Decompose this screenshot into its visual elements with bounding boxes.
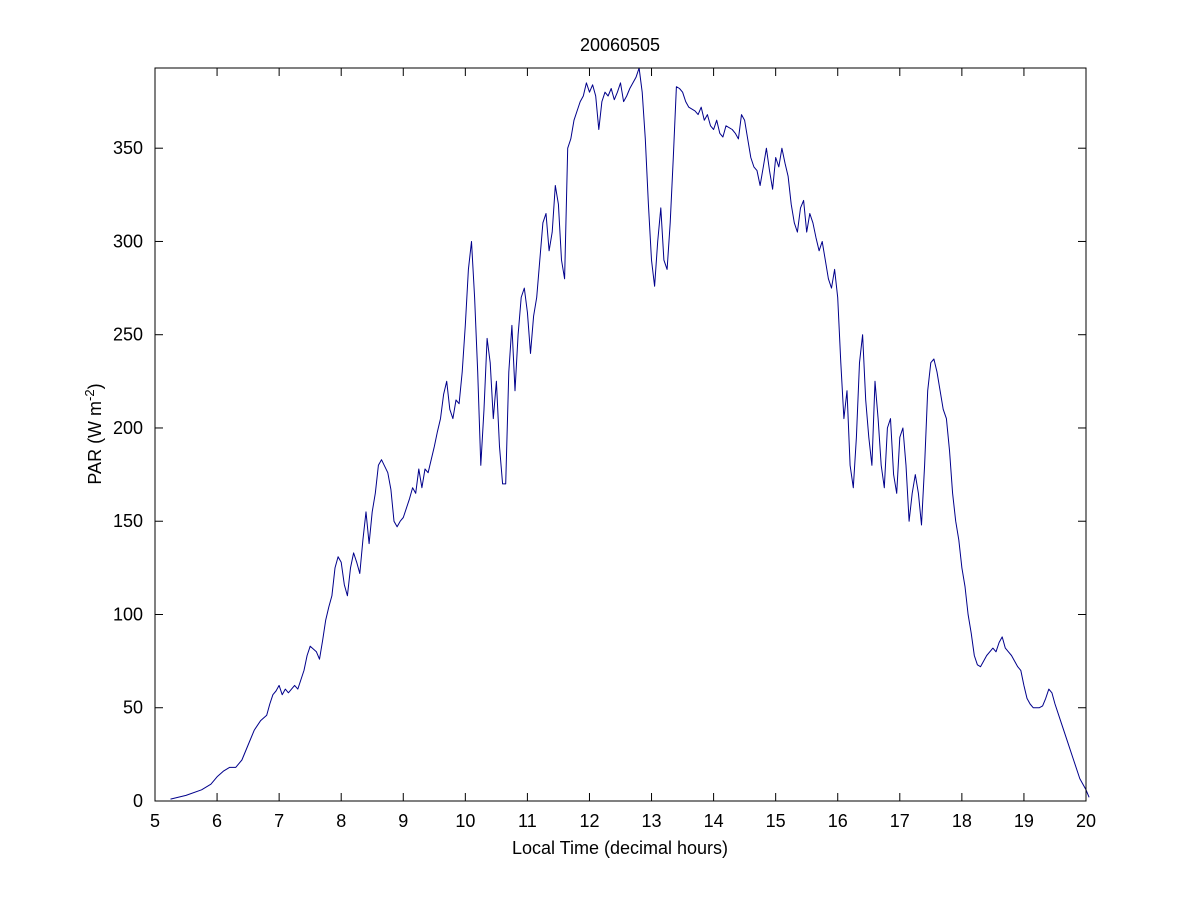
x-tick-label: 18 bbox=[952, 811, 972, 831]
x-tick-label: 17 bbox=[890, 811, 910, 831]
x-tick-label: 9 bbox=[398, 811, 408, 831]
x-tick-label: 11 bbox=[518, 811, 537, 831]
x-axis-label: Local Time (decimal hours) bbox=[512, 838, 728, 858]
x-tick-label: 20 bbox=[1076, 811, 1096, 831]
y-tick-label: 250 bbox=[113, 325, 143, 345]
x-tick-label: 16 bbox=[828, 811, 848, 831]
x-tick-label: 19 bbox=[1014, 811, 1034, 831]
x-tick-label: 6 bbox=[212, 811, 222, 831]
x-tick-label: 7 bbox=[274, 811, 284, 831]
x-tick-label: 12 bbox=[579, 811, 599, 831]
axes-frame bbox=[154, 67, 1087, 802]
y-tick-label: 200 bbox=[113, 418, 143, 438]
y-tick-label: 300 bbox=[113, 231, 143, 251]
y-tick-label: 0 bbox=[133, 791, 143, 811]
y-axis-label-prefix: PAR (W m bbox=[85, 401, 105, 485]
x-tick-label: 13 bbox=[642, 811, 662, 831]
y-axis-label: PAR (W m-2) bbox=[82, 383, 105, 484]
ticks-layer: 5 6 7 8 9 10 11 12 13 14 15 16 17 18 19 200501001502002… bbox=[113, 68, 1096, 831]
x-tick-label: 15 bbox=[766, 811, 786, 831]
y-tick-label: 350 bbox=[113, 138, 143, 158]
x-tick-label: 8 bbox=[336, 811, 346, 831]
y-tick-label: 50 bbox=[123, 698, 143, 718]
x-tick-label: 10 bbox=[455, 811, 475, 831]
y-axis-label-superscript: -2 bbox=[82, 389, 97, 401]
plot-layer bbox=[170, 67, 1090, 800]
x-tick-label: 5 bbox=[150, 811, 160, 831]
chart-title: 20060505 bbox=[580, 35, 660, 55]
par-series-line bbox=[170, 67, 1090, 800]
y-tick-label: 100 bbox=[113, 604, 143, 624]
y-axis-label-suffix: ) bbox=[85, 383, 105, 389]
y-tick-label: 150 bbox=[113, 511, 143, 531]
x-tick-label: 14 bbox=[704, 811, 724, 831]
